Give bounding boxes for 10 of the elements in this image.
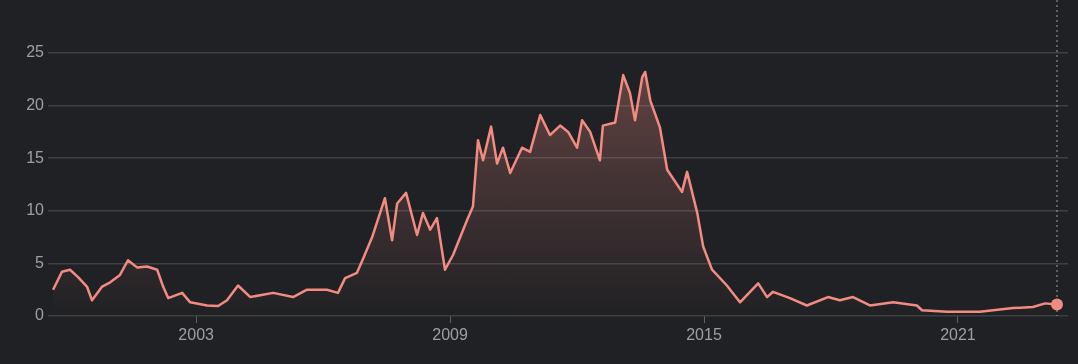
y-tick-label: 0 [35, 306, 45, 324]
x-tick-label: 2021 [940, 326, 976, 344]
y-tick-label: 25 [26, 43, 45, 61]
x-tick-label: 2003 [178, 326, 215, 344]
y-tick-label: 15 [26, 148, 45, 166]
y-tick-label: 20 [26, 96, 45, 114]
y-tick-label: 10 [26, 201, 45, 219]
y-tick-label: 5 [35, 253, 45, 271]
x-tick-label: 2009 [432, 326, 468, 344]
x-tick-label: 2015 [686, 326, 722, 344]
